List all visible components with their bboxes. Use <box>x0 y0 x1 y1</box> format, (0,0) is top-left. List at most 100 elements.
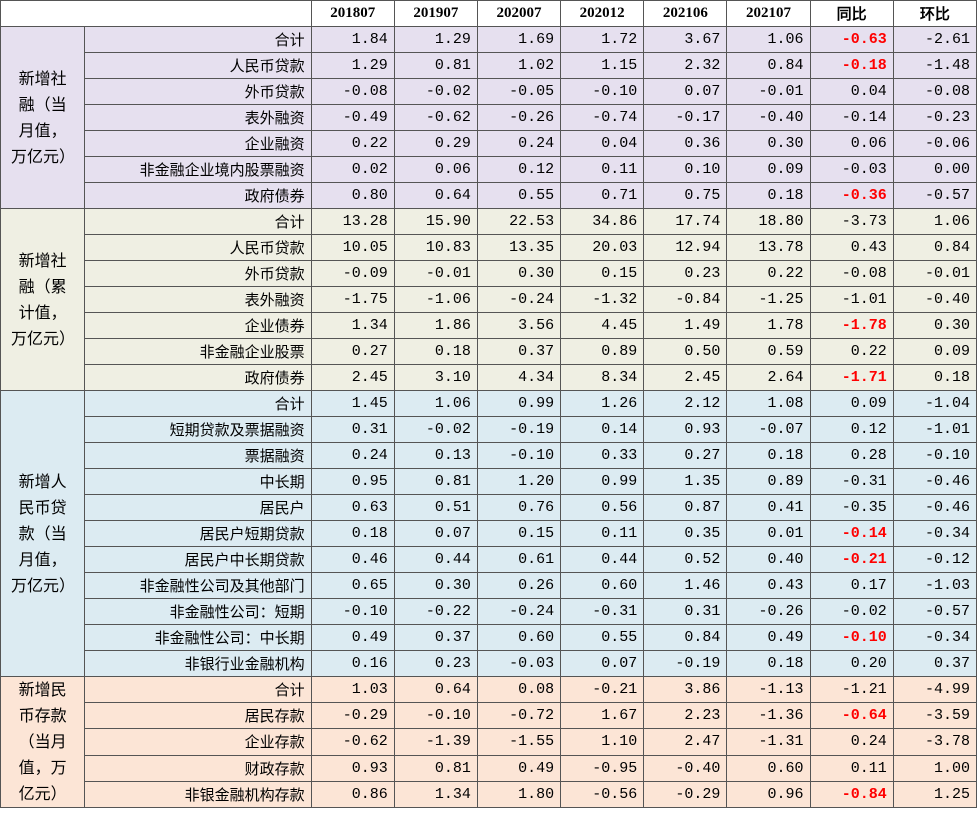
value-cell: 4.34 <box>476 364 562 391</box>
table-row: 企业融资 0.22 0.29 0.24 0.04 0.36 0.30 0.06 -0.06 <box>0 130 978 157</box>
value-cell: 0.08 <box>476 675 562 704</box>
value-cell: 1.00 <box>892 754 978 782</box>
value-cell: 0.16 <box>310 650 395 677</box>
value-cell: 1.20 <box>476 468 562 495</box>
value-cell: 3.86 <box>643 675 728 704</box>
value-cell: -1.04 <box>892 390 978 417</box>
value-cell: -0.03 <box>809 156 894 183</box>
value-cell: 22.53 <box>476 208 562 235</box>
row-label: 表外融资 <box>84 104 312 131</box>
value-cell: -0.34 <box>892 520 978 547</box>
value-cell: 0.44 <box>393 546 478 573</box>
value-cell: -0.24 <box>476 598 562 625</box>
table-row: 新增社融（累计值，万亿元） 合计 13.28 15.90 22.53 34.86 17.74… <box>0 208 978 391</box>
value-cell: -0.40 <box>892 286 978 313</box>
value-cell: 0.52 <box>643 546 728 573</box>
value-cell: -1.13 <box>726 675 811 704</box>
value-cell: -3.59 <box>892 702 978 730</box>
value-cell: 2.64 <box>726 364 811 391</box>
value-cell: 0.76 <box>476 494 562 521</box>
value-cell: 1.49 <box>643 312 728 339</box>
row-label: 居民户短期贷款 <box>84 520 312 547</box>
value-cell: 0.84 <box>726 52 811 79</box>
group-label: 新增社融（当月值，万亿元） <box>0 26 86 209</box>
value-cell: 0.81 <box>393 754 478 782</box>
value-cell: 1.08 <box>726 390 811 417</box>
column-header: 环比 <box>892 0 978 27</box>
column-header: 202107 <box>726 0 811 27</box>
value-cell: -0.10 <box>892 442 978 469</box>
value-cell: -0.29 <box>643 780 728 809</box>
group-label: 新增社融（累计值，万亿元） <box>0 208 86 391</box>
value-cell: -0.08 <box>809 260 894 287</box>
value-cell: 0.18 <box>310 520 395 547</box>
row-label: 合计 <box>84 390 312 417</box>
column-header: 同比 <box>809 0 894 27</box>
value-cell: 0.81 <box>393 52 478 79</box>
value-cell: 1.78 <box>726 312 811 339</box>
value-cell: 0.18 <box>726 182 811 209</box>
row-label: 企业债券 <box>84 312 312 339</box>
value-cell: 1.45 <box>310 390 395 417</box>
value-cell: 0.29 <box>393 130 478 157</box>
value-cell: 0.27 <box>643 442 728 469</box>
value-cell: -0.74 <box>560 104 645 131</box>
value-cell: -0.40 <box>726 104 811 131</box>
value-cell: 0.93 <box>643 416 728 443</box>
table-row: 企业存款 -0.62 -1.39 -1.55 1.10 2.47 -1.31 0.24 -3.7… <box>0 728 978 756</box>
row-label: 短期贷款及票据融资 <box>84 416 312 443</box>
value-cell: -0.72 <box>476 702 562 730</box>
value-cell: 0.86 <box>310 780 395 809</box>
value-cell: 1.29 <box>393 26 478 53</box>
value-cell: 10.05 <box>310 234 395 261</box>
value-cell: -0.10 <box>476 442 562 469</box>
value-cell: 0.37 <box>393 624 478 651</box>
value-cell: -0.57 <box>892 182 978 209</box>
value-cell: 1.86 <box>393 312 478 339</box>
value-cell: -0.22 <box>393 598 478 625</box>
value-cell: 2.32 <box>643 52 728 79</box>
value-cell: 1.72 <box>560 26 645 53</box>
value-cell: 0.04 <box>809 78 894 105</box>
value-cell: -3.78 <box>892 728 978 756</box>
value-cell: 0.11 <box>560 520 645 547</box>
value-cell: 0.18 <box>726 442 811 469</box>
table-row: 居民户 0.63 0.51 0.76 0.56 0.87 0.41 -0.35 -0.46 <box>0 494 978 521</box>
value-cell: 1.29 <box>310 52 395 79</box>
group-label: 新增人民币贷款（当月值，万亿元） <box>0 390 86 677</box>
value-cell: -0.19 <box>643 650 728 677</box>
value-cell: 0.84 <box>892 234 978 261</box>
value-cell: 0.15 <box>476 520 562 547</box>
value-cell: -0.31 <box>560 598 645 625</box>
value-cell: 0.49 <box>476 754 562 782</box>
value-cell: 0.93 <box>310 754 395 782</box>
value-cell: 12.94 <box>643 234 728 261</box>
value-cell: 10.83 <box>393 234 478 261</box>
value-cell: -0.01 <box>393 260 478 287</box>
row-label: 居民户中长期贷款 <box>84 546 312 573</box>
value-cell: -0.06 <box>892 130 978 157</box>
value-cell: -1.36 <box>726 702 811 730</box>
value-cell: 0.13 <box>393 442 478 469</box>
row-label: 企业融资 <box>84 130 312 157</box>
value-cell: -0.57 <box>892 598 978 625</box>
value-cell: -1.03 <box>892 572 978 599</box>
value-cell: 1.25 <box>892 780 978 809</box>
value-cell: 0.06 <box>809 130 894 157</box>
table-row: 非金融性公司：短期 -0.10 -0.22 -0.24 -0.31 0.31 -0.26 -0… <box>0 598 978 625</box>
value-cell: -0.62 <box>310 728 395 756</box>
row-label: 合计 <box>84 675 312 704</box>
value-cell: 0.36 <box>643 130 728 157</box>
value-cell: 1.34 <box>393 780 478 809</box>
table-row: 表外融资 -1.75 -1.06 -0.24 -1.32 -0.84 -1.25 -1.01-… <box>0 286 978 313</box>
value-cell: -0.14 <box>809 104 894 131</box>
value-cell: 0.37 <box>476 338 562 365</box>
table-row: 新增民币存款（当月值，万亿元） 合计 1.03 0.64 0.08 -0.21 3.86 -1… <box>0 675 978 808</box>
value-cell: 1.02 <box>476 52 562 79</box>
value-cell: 0.22 <box>726 260 811 287</box>
value-cell: 0.75 <box>643 182 728 209</box>
column-header: 201907 <box>393 0 478 27</box>
value-cell: 0.35 <box>643 520 728 547</box>
value-cell: 0.49 <box>310 624 395 651</box>
value-cell: 0.71 <box>560 182 645 209</box>
